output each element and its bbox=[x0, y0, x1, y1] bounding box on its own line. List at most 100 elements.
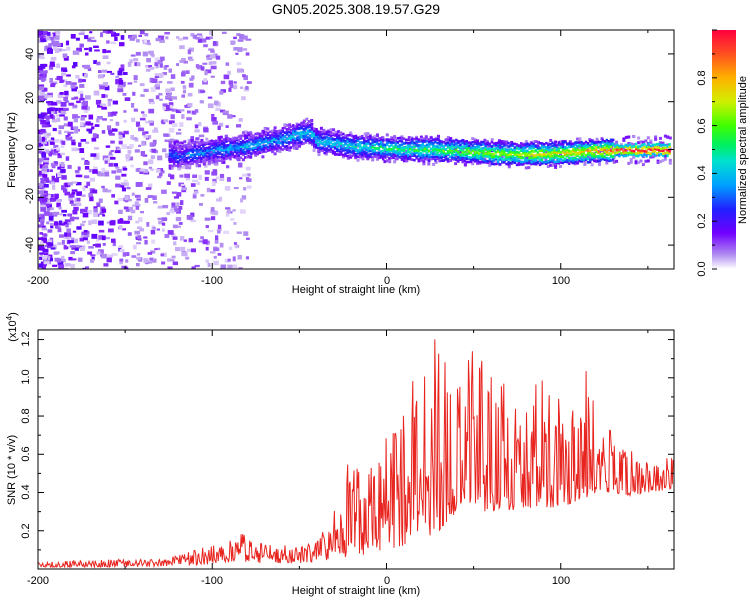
spectrogram-cell bbox=[137, 235, 142, 240]
spectrogram-cell bbox=[308, 120, 312, 123]
spectrogram-cell bbox=[189, 149, 192, 153]
spectrogram-cell bbox=[425, 148, 429, 152]
spectrogram-cell bbox=[382, 157, 385, 161]
spectrogram-cell bbox=[121, 265, 128, 269]
spectrogram-cell bbox=[45, 45, 51, 50]
spectrogram-cell bbox=[52, 184, 56, 190]
spectrogram-cell bbox=[499, 156, 502, 160]
spectrogram-cell bbox=[524, 161, 527, 165]
spectrogram-cell bbox=[200, 151, 203, 154]
spectrogram-cell bbox=[513, 142, 517, 146]
spectrogram-cell bbox=[123, 72, 128, 75]
spectrogram-cell bbox=[41, 139, 47, 145]
spectrogram-cell bbox=[647, 147, 650, 151]
spectrogram-cell bbox=[39, 219, 45, 223]
spectrogram-cell bbox=[195, 159, 199, 163]
spectrogram-cell bbox=[38, 237, 44, 241]
spectrogram-cell bbox=[622, 137, 626, 141]
spectrogram-cell bbox=[245, 38, 252, 41]
spectrogram-cell bbox=[405, 138, 408, 142]
spectrogram-cell bbox=[154, 57, 161, 62]
spectrogram-cell bbox=[407, 146, 410, 150]
spectrogram-cell bbox=[344, 154, 347, 157]
spectrogram-cell bbox=[167, 81, 173, 84]
spectrogram-cell bbox=[108, 151, 113, 156]
spectrogram-cell bbox=[56, 147, 60, 151]
spectrogram-cell bbox=[196, 33, 203, 36]
spectrogram-cell bbox=[517, 147, 521, 151]
spectrogram-cell bbox=[549, 160, 552, 164]
spectrogram-cell bbox=[632, 153, 636, 156]
spectrogram-cell bbox=[143, 161, 148, 166]
spectrogram-cell bbox=[563, 147, 567, 150]
spectrogram-cell bbox=[231, 152, 234, 155]
spectrogram-cell bbox=[88, 47, 93, 52]
spectrogram-cell bbox=[161, 222, 166, 226]
spectrogram-cell bbox=[302, 134, 305, 138]
spectrogram-cell bbox=[305, 117, 309, 121]
spectrogram-cell bbox=[603, 158, 606, 161]
spectrogram-cell bbox=[438, 146, 441, 150]
spectrogram-cell bbox=[509, 153, 512, 156]
spectrogram-cell bbox=[425, 143, 429, 147]
spectrogram-cell bbox=[183, 36, 189, 40]
spectrogram-cell bbox=[57, 93, 64, 99]
spectrogram-cell bbox=[181, 145, 184, 148]
spectrogram-cell bbox=[582, 158, 586, 161]
spectrogram-cell bbox=[346, 137, 349, 141]
spectrogram-cell bbox=[205, 259, 209, 263]
spectrogram-cell bbox=[244, 150, 247, 154]
spectrogram-cell bbox=[233, 36, 237, 40]
spectrogram-cell bbox=[136, 263, 140, 267]
spectrogram-cell bbox=[237, 255, 242, 260]
spectrogram-cell bbox=[662, 146, 665, 150]
spectrogram-cell bbox=[388, 157, 391, 160]
spectrogram-cell bbox=[73, 126, 79, 130]
spectrogram-cell bbox=[68, 256, 73, 261]
bottom-x-tick-label: 0 bbox=[384, 575, 390, 587]
spectrogram-cell bbox=[235, 138, 238, 142]
spectrogram-cell bbox=[39, 252, 45, 255]
spectrogram-cell bbox=[494, 150, 498, 154]
spectrogram-cell bbox=[171, 233, 176, 238]
spectrogram-cell bbox=[217, 230, 221, 234]
spectrogram-cell bbox=[221, 145, 224, 149]
spectrogram-cell bbox=[538, 153, 542, 156]
spectrogram-cell bbox=[407, 154, 410, 157]
spectrogram-cell bbox=[115, 80, 121, 85]
top-x-tick-label: -200 bbox=[27, 275, 49, 287]
spectrogram-cell bbox=[75, 75, 80, 79]
spectrogram-cell bbox=[193, 153, 197, 156]
spectrogram-cell bbox=[315, 128, 318, 131]
spectrogram-cell bbox=[398, 136, 402, 140]
spectrogram-cell bbox=[595, 150, 598, 154]
spectrogram-cell bbox=[507, 153, 510, 157]
spectrogram-cell bbox=[41, 167, 48, 172]
spectrogram-cell bbox=[359, 148, 362, 152]
spectrogram-cell bbox=[486, 152, 489, 156]
spectrogram-cell bbox=[170, 164, 174, 168]
spectrogram-cell bbox=[70, 34, 76, 39]
spectrogram-cell bbox=[637, 151, 640, 155]
spectrogram-cell bbox=[315, 143, 318, 147]
spectrogram-cell bbox=[256, 146, 260, 150]
spectrogram-cell bbox=[233, 81, 237, 84]
spectrogram-cell bbox=[607, 158, 611, 162]
spectrogram-cell bbox=[413, 145, 416, 149]
spectrogram-cell bbox=[637, 154, 640, 158]
spectrogram-cell bbox=[662, 143, 665, 147]
spectrogram-cell bbox=[44, 244, 49, 248]
spectrogram-cell bbox=[503, 148, 506, 151]
spectrogram-cell bbox=[136, 62, 141, 67]
spectrogram-cell bbox=[195, 158, 199, 162]
spectrogram-cell bbox=[48, 43, 52, 48]
spectrogram-cell bbox=[292, 129, 295, 132]
spectrogram-cell bbox=[557, 141, 560, 144]
spectrogram-cell bbox=[277, 129, 280, 133]
spectrogram-cell bbox=[603, 143, 606, 147]
spectrogram-cell bbox=[396, 148, 399, 151]
spectrogram-cell bbox=[157, 205, 163, 209]
spectrogram-cell bbox=[77, 166, 81, 171]
spectrogram-cell bbox=[454, 162, 458, 166]
spectrogram-cell bbox=[536, 144, 540, 147]
